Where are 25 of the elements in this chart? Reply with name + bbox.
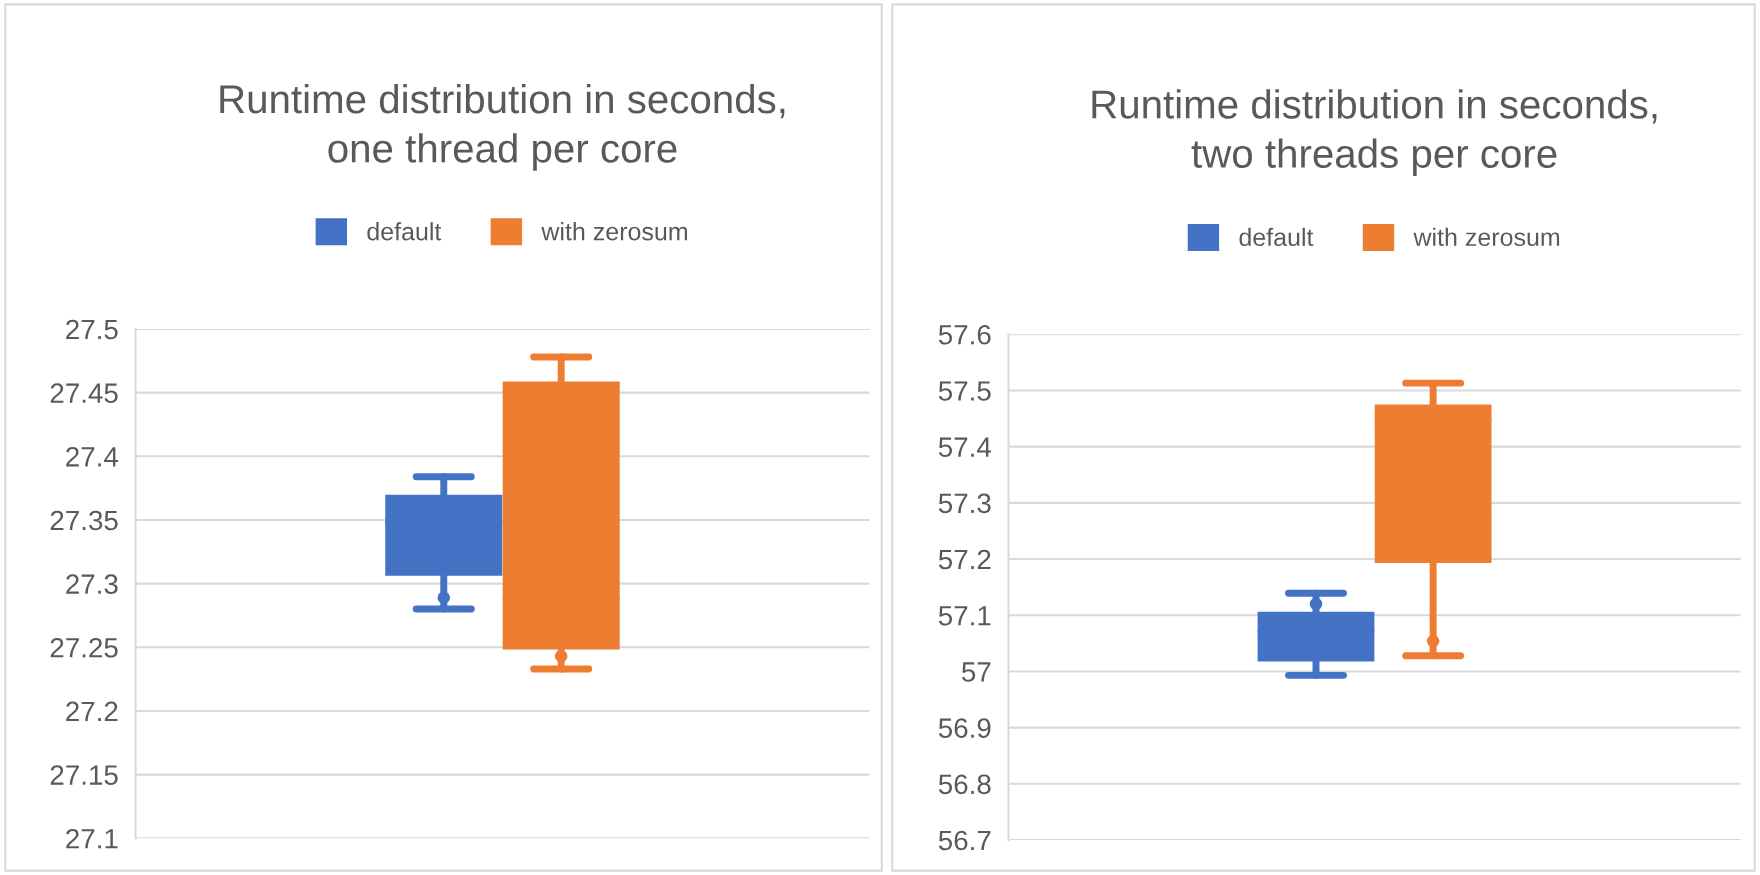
y-tick-label: 27.35 <box>50 510 118 531</box>
y-tick-label: 57.5 <box>938 381 991 401</box>
y-tick-label: 27.3 <box>66 574 118 594</box>
y-tick-label: 57.6 <box>938 324 991 345</box>
y-tick-label: 27.45 <box>50 383 118 403</box>
y-tick-label: 56.8 <box>938 774 991 795</box>
chart-title: Runtime distribution in seconds, one thread per core <box>220 83 785 171</box>
y-tick-label: 57 <box>962 662 991 682</box>
y-tick-label: 57.2 <box>938 549 991 570</box>
y-tick-label: 27.4 <box>66 446 119 467</box>
y-tick-label: 57.1 <box>938 606 991 626</box>
legend-label: default <box>1239 227 1314 247</box>
y-tick-label: 27.2 <box>66 701 118 721</box>
legend-label: with zerosum <box>541 222 687 241</box>
y-tick-label: 56.9 <box>938 718 991 738</box>
y-tick-label: 27.1 <box>66 828 118 849</box>
y-tick-label: 56.7 <box>938 830 991 851</box>
legend-label: default <box>367 222 442 241</box>
y-tick-label: 57.4 <box>938 437 992 457</box>
legend-label: with zerosum <box>1413 227 1560 247</box>
y-tick-label: 27.15 <box>50 765 118 785</box>
chart-title: Runtime distribution in seconds, two threads per core <box>1092 89 1657 176</box>
y-tick-label: 57.3 <box>938 493 991 514</box>
y-tick-label: 27.25 <box>50 637 118 658</box>
y-tick-label: 27.5 <box>66 319 118 340</box>
